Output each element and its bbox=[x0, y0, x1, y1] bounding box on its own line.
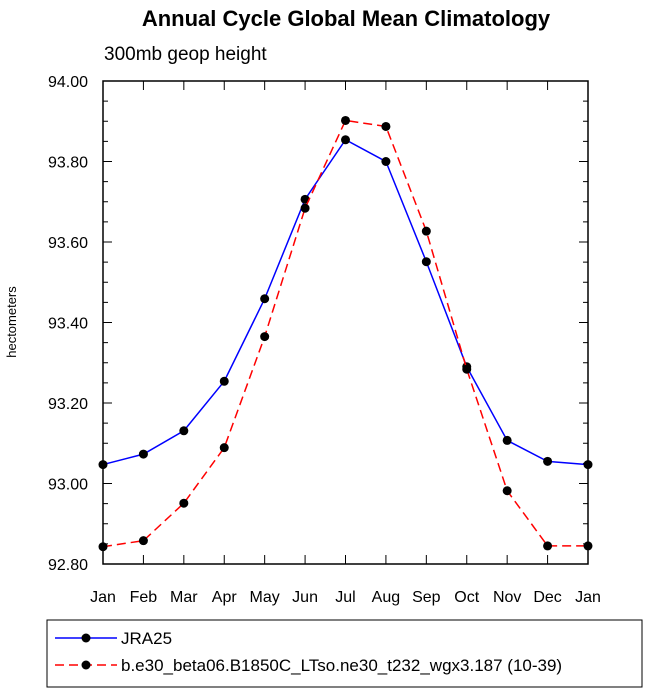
series-2-point bbox=[341, 115, 350, 125]
y-tick-label: 92.80 bbox=[48, 557, 88, 574]
series-1-point bbox=[98, 460, 108, 470]
series-1-point bbox=[138, 449, 148, 459]
legend-marker-2 bbox=[81, 660, 91, 670]
series-1-point bbox=[543, 456, 553, 466]
y-tick-label: 94.00 bbox=[48, 74, 88, 91]
series-1-point bbox=[219, 376, 229, 386]
series-line-2 bbox=[102, 119, 588, 548]
axis-ticks: Jan Feb Mar Apr May Jun Jul Aug Sep Oct Nov Dec Jan9… bbox=[48, 74, 601, 606]
x-tick-label: Mar bbox=[170, 589, 198, 606]
series-2-point bbox=[98, 542, 108, 552]
series-2-point bbox=[300, 203, 310, 213]
series-1-point bbox=[179, 426, 189, 436]
legend-label-1: JRA25 bbox=[121, 629, 172, 648]
legend-label-2: b.e30_beta06.B1850C_LTso.ne30_t232_wgx3.… bbox=[121, 656, 562, 675]
series-2-point bbox=[462, 364, 472, 374]
x-tick-label: Jan bbox=[90, 589, 116, 606]
series-2-point bbox=[502, 486, 512, 496]
y-tick-label: 93.40 bbox=[48, 316, 88, 333]
x-tick-label: May bbox=[250, 589, 280, 606]
x-tick-label: Jan bbox=[575, 589, 601, 606]
legend-box bbox=[46, 619, 643, 688]
series-1-point bbox=[341, 135, 350, 145]
x-tick-label: Nov bbox=[493, 589, 521, 606]
series-2-point bbox=[138, 536, 148, 546]
x-tick-label: Jul bbox=[335, 589, 355, 606]
x-tick-label: Feb bbox=[130, 589, 158, 606]
series-layer bbox=[98, 115, 593, 552]
series-1-point bbox=[583, 460, 593, 470]
series-2-point bbox=[179, 498, 189, 508]
x-tick-label: Sep bbox=[412, 589, 441, 606]
x-tick-label: Aug bbox=[372, 589, 400, 606]
x-tick-label: Jun bbox=[292, 589, 318, 606]
plot-frame bbox=[102, 80, 589, 565]
series-line-1 bbox=[102, 138, 589, 466]
chart-title: Annual Cycle Global Mean Climatology bbox=[142, 6, 551, 31]
series-2-point bbox=[219, 443, 229, 453]
series-1-point bbox=[381, 157, 391, 166]
series-2-point bbox=[421, 226, 431, 236]
x-tick-label: Apr bbox=[212, 589, 238, 606]
series-1-point bbox=[502, 435, 512, 445]
y-tick-label: 93.20 bbox=[48, 396, 88, 413]
x-tick-label: Oct bbox=[454, 589, 479, 606]
y-tick-label: 93.80 bbox=[48, 155, 88, 172]
series-2-point bbox=[260, 332, 270, 342]
series-2-point bbox=[543, 541, 553, 551]
y-axis-label: hectometers bbox=[4, 286, 19, 358]
x-tick-label: Dec bbox=[533, 589, 561, 606]
y-tick-label: 93.60 bbox=[48, 235, 88, 252]
series-2-point bbox=[381, 121, 391, 131]
chart-subtitle: 300mb geop height bbox=[104, 44, 267, 65]
series-1-point bbox=[260, 294, 270, 304]
series-2-point bbox=[583, 541, 593, 551]
legend: JRA25 b.e30_beta06.B1850C_LTso.ne30_t232_… bbox=[55, 629, 562, 675]
series-1-point bbox=[421, 257, 431, 267]
legend-marker-1 bbox=[81, 633, 91, 643]
y-tick-label: 93.00 bbox=[48, 477, 88, 494]
